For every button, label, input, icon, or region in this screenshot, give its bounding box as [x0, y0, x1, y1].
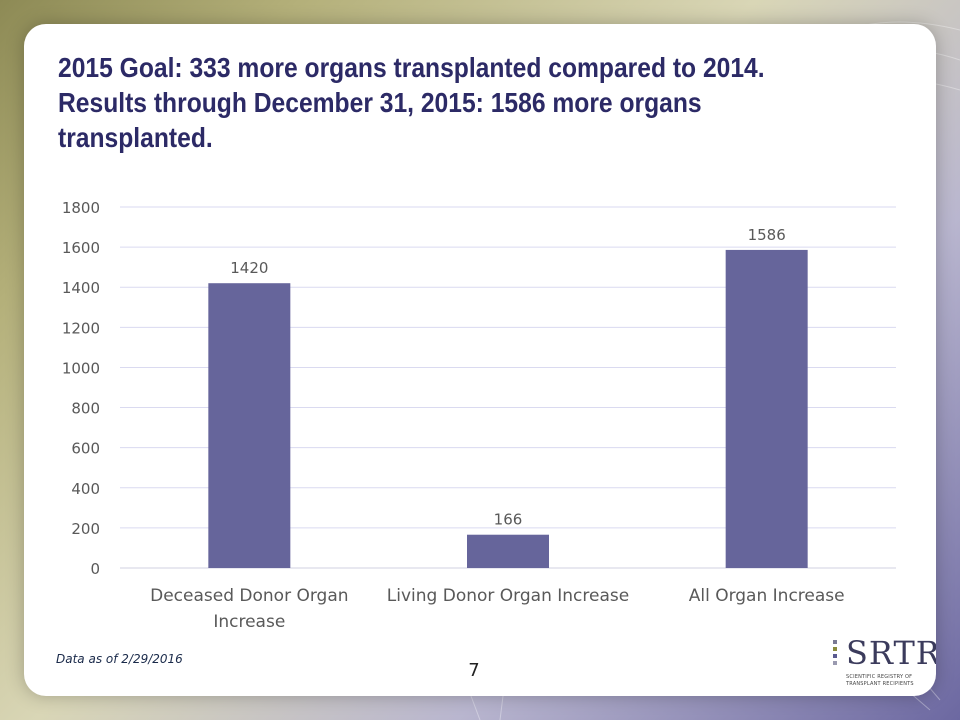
y-tick-label: 600 — [71, 440, 100, 458]
y-tick-label: 1000 — [62, 359, 100, 377]
y-tick-label: 1200 — [62, 319, 100, 337]
y-tick-label: 0 — [90, 560, 100, 578]
logo-dots-icon — [830, 640, 842, 668]
bar — [725, 249, 808, 568]
title-line-2: Results through December 31, 2015: 1586 … — [58, 87, 702, 118]
y-tick-label: 200 — [71, 520, 100, 538]
logo-text-line-2: TRANSPLANT RECIPIENTS — [846, 681, 914, 687]
logo-text-line-1: SCIENTIFIC REGISTRY OF — [846, 674, 913, 680]
x-category-label: All Organ Increase — [689, 586, 845, 606]
page-number: 7 — [468, 660, 480, 681]
title-line-3: transplanted. — [58, 122, 213, 153]
slide-title: 2015 Goal: 333 more organs transplanted … — [58, 50, 780, 155]
bar — [467, 534, 549, 568]
y-tick-label: 1400 — [62, 279, 100, 297]
bar — [208, 283, 291, 568]
bar-chart: 0 200 400 600 800 1000 1200 1400 1600 1800 1420 Dec… — [62, 199, 896, 632]
slide-card: 2015 Goal: 333 more organs transplanted … — [24, 24, 936, 696]
data-label: 166 — [494, 511, 523, 529]
srtr-logo: SRTR SCIENTIFIC REGISTRY OF TRANSPLANT R… — [828, 630, 936, 688]
y-tick-label: 1800 — [62, 199, 100, 217]
data-label: 1420 — [230, 259, 268, 277]
data-date-note: Data as of 2/29/2016 — [56, 652, 183, 666]
x-category-label: Deceased Donor Organ — [150, 586, 348, 606]
x-category-label: Living Donor Organ Increase — [387, 586, 629, 606]
y-tick-label: 800 — [71, 400, 100, 418]
title-line-1: 2015 Goal: 333 more organs transplanted … — [58, 52, 765, 83]
data-label: 1586 — [748, 226, 786, 244]
logo-mark: SRTR — [846, 634, 936, 672]
x-category-label: Increase — [213, 612, 285, 632]
y-tick-label: 400 — [71, 480, 100, 498]
y-tick-label: 1600 — [62, 239, 100, 257]
